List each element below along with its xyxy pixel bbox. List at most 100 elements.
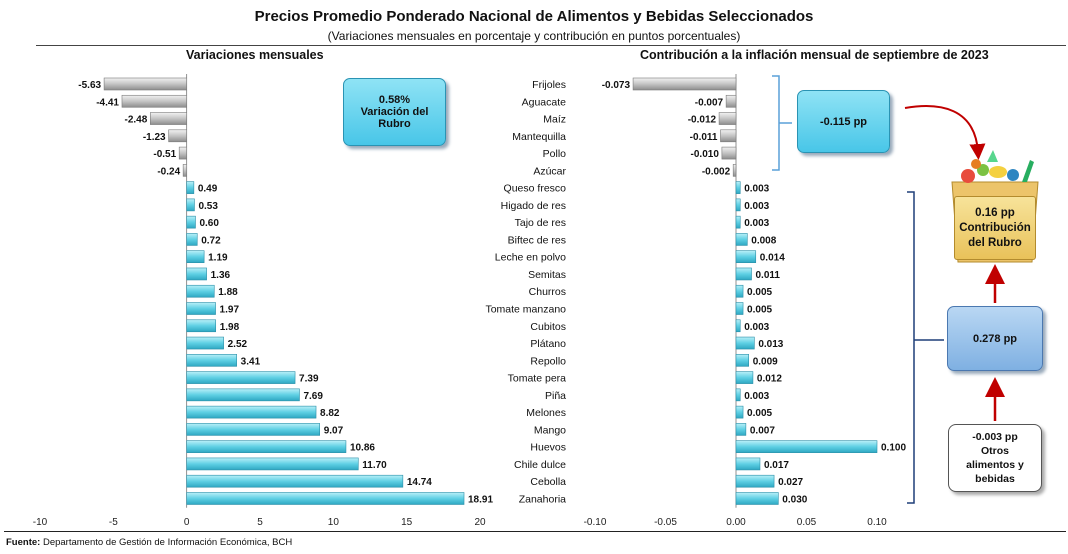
left-bar-value-label: -1.23	[143, 132, 166, 143]
right-bars-group: -0.10 -0.05 0.00 0.05 0.10 -0.073 -0.007 -0.012…	[584, 74, 906, 528]
left-bar	[186, 181, 195, 194]
left-bar-value-label: 1.36	[211, 270, 231, 281]
category-label: Leche en polvo	[495, 252, 566, 264]
category-label: Frijoles	[532, 79, 566, 91]
left-bar	[186, 388, 300, 402]
right-bar-value-label: 0.003	[744, 218, 769, 229]
left-bar	[149, 112, 187, 125]
category-label: Melones	[526, 407, 566, 419]
left-tick-label: -5	[109, 517, 118, 528]
arrow-negative-to-total	[904, 105, 986, 160]
right-bar-value-label: 0.003	[744, 391, 769, 402]
right-bar	[735, 319, 741, 333]
left-bar-value-label: 3.41	[241, 356, 261, 367]
left-bar-value-label: -5.63	[78, 80, 101, 91]
total-contribution-box: 0.16 pp Contribución del Rubro	[954, 196, 1036, 260]
category-label: Azúcar	[533, 165, 566, 177]
category-label: Maíz	[543, 114, 566, 126]
right-bar-value-label: -0.007	[695, 97, 724, 108]
rubro-variation-label-line1: Variación del	[360, 106, 429, 118]
right-tick-label: 0.10	[867, 517, 887, 528]
left-bar	[186, 215, 196, 229]
right-bar	[718, 112, 737, 125]
right-tick-label: 0.00	[726, 517, 746, 528]
right-tick-label: -0.10	[584, 517, 607, 528]
right-bar-value-label: 0.011	[756, 270, 781, 281]
title-divider	[36, 45, 1066, 46]
left-bar	[121, 94, 187, 108]
left-bar	[186, 319, 217, 333]
right-bar-value-label: 0.014	[760, 253, 785, 264]
category-label: Aguacate	[522, 96, 567, 108]
total-contribution-label-line1: Contribución	[959, 221, 1031, 234]
category-label: Plátano	[530, 338, 566, 350]
left-bar-value-label: 0.53	[198, 201, 218, 212]
left-bar	[186, 474, 404, 488]
source-label: Fuente:	[6, 537, 41, 548]
other-foods-value: -0.003 pp	[972, 431, 1018, 443]
right-bar	[735, 233, 748, 246]
category-label: Pollo	[543, 148, 567, 160]
left-bar	[103, 77, 187, 91]
right-bar	[725, 94, 737, 108]
right-bar	[632, 77, 737, 91]
right-bar	[735, 250, 757, 263]
left-bar-value-label: 0.60	[199, 218, 219, 229]
left-tick-label: 10	[328, 517, 340, 528]
left-bar	[186, 457, 359, 471]
total-contribution-label-line2: del Rubro	[968, 236, 1022, 249]
right-bar-value-label: 0.007	[750, 425, 775, 436]
right-bar-value-label: 0.005	[747, 287, 772, 298]
right-bar-value-label: 0.013	[758, 339, 783, 350]
right-bar-value-label: -0.012	[688, 115, 717, 126]
category-label: Cubitos	[530, 321, 566, 333]
right-bar-value-label: -0.002	[702, 166, 731, 177]
left-bars-group: -10 -5 0 5 10 15 20 -5.63 -4.41 -2.48 -1.23 -0.51 -0…	[33, 74, 493, 528]
rubro-variation-box: 0.58% Variación del Rubro	[343, 78, 446, 146]
left-bar	[186, 336, 224, 350]
left-tick-label: 15	[401, 517, 413, 528]
left-bar-value-label: 1.88	[218, 287, 238, 298]
right-bar-value-label: 0.005	[747, 305, 772, 316]
right-bar-value-label: 0.027	[778, 477, 803, 488]
left-bar-value-label: 9.07	[324, 425, 344, 436]
right-bar-value-label: -0.011	[690, 132, 718, 143]
right-bar	[735, 457, 761, 471]
left-bar-value-label: 0.49	[198, 184, 218, 195]
category-label: Huevos	[530, 442, 566, 454]
right-bar	[735, 492, 779, 505]
left-bar-value-label: 2.52	[228, 339, 248, 350]
right-bar	[735, 405, 744, 419]
category-label: Cebolla	[530, 476, 566, 488]
right-bar-value-label: 0.009	[753, 356, 778, 367]
left-bar-value-label: 0.72	[201, 235, 221, 246]
right-bar-value-label: -0.073	[602, 80, 631, 91]
category-label: Piña	[545, 390, 566, 402]
right-bar	[735, 440, 878, 453]
right-bar	[735, 388, 741, 402]
right-bar-value-label: 0.008	[751, 235, 776, 246]
category-label: Tomate pera	[508, 373, 567, 385]
other-foods-box: -0.003 pp Otros alimentos y bebidas	[948, 424, 1042, 492]
left-bar	[186, 371, 296, 384]
left-bar	[186, 250, 205, 263]
bracket-positive	[907, 191, 944, 504]
negative-sum-value: -0.115 pp	[819, 115, 868, 128]
left-bar-value-label: -0.24	[157, 166, 180, 177]
category-label: Biftec de res	[508, 234, 566, 246]
left-bar-value-label: 7.39	[299, 374, 319, 385]
left-tick-label: 20	[474, 517, 486, 528]
source-note: Fuente: Departamento de Gestión de Infor…	[6, 537, 292, 548]
right-bar-value-label: 0.003	[744, 201, 769, 212]
right-bar	[732, 164, 737, 177]
left-tick-label: 0	[184, 517, 190, 528]
category-labels-group: Frijoles Aguacate Maíz Mantequilla Pollo Azúc…	[485, 79, 566, 505]
right-bar	[735, 474, 775, 488]
other-foods-label-line1: Otros	[980, 445, 1009, 457]
category-label: Tajo de res	[515, 217, 566, 229]
category-label: Mantequilla	[512, 131, 566, 143]
left-tick-label: -10	[33, 517, 48, 528]
negative-sum-box: -0.115 pp	[797, 90, 890, 153]
right-bar	[735, 198, 741, 212]
category-label: Higado de res	[501, 200, 566, 212]
